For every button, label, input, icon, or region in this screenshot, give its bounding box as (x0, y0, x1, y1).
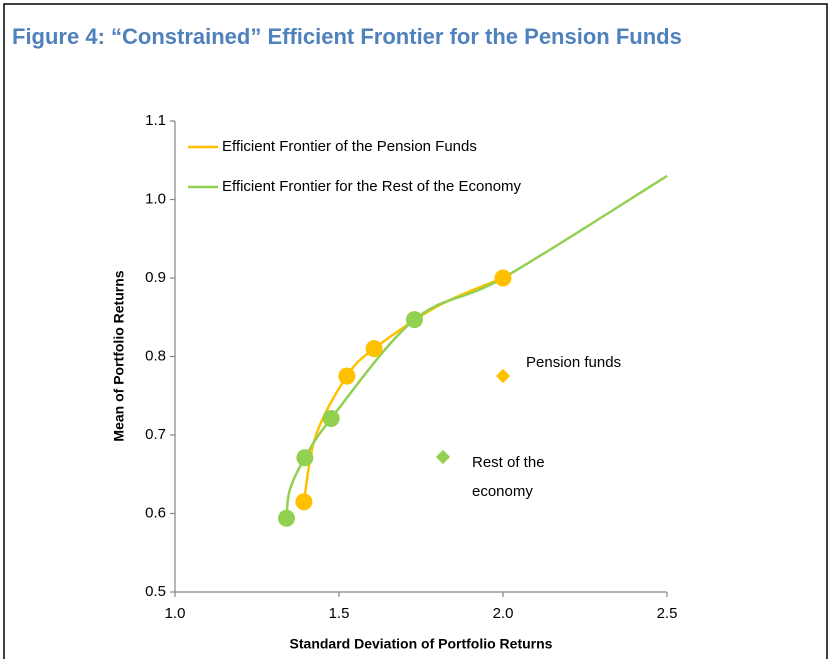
chart-title: Figure 4: “Constrained” Efficient Fronti… (12, 24, 682, 49)
x-tick-label: 1.5 (329, 605, 350, 622)
marker (405, 311, 423, 329)
legend-label: Efficient Frontier for the Rest of the E… (222, 178, 522, 195)
legend-label: Rest of the economy (472, 454, 545, 500)
y-tick-label: 0.5 (145, 583, 166, 600)
y-tick-label: 1.1 (145, 112, 166, 129)
y-tick-label: 0.6 (145, 504, 166, 521)
legend-swatch (495, 368, 511, 384)
x-tick-label: 2.5 (657, 605, 678, 622)
x-axis-title: Standard Deviation of Portfolio Returns (290, 636, 553, 652)
marker (296, 449, 314, 467)
x-tick-label: 2.0 (493, 605, 514, 622)
marker (338, 367, 356, 385)
y-axis-title: Mean of Portfolio Returns (111, 270, 127, 441)
legend-label: Efficient Frontier of the Pension Funds (222, 138, 477, 155)
y-tick-label: 1.0 (145, 190, 166, 207)
y-tick-label: 0.7 (145, 426, 166, 443)
marker (278, 509, 296, 527)
frontier-line (285, 174, 668, 519)
y-tick-label: 0.9 (145, 269, 166, 286)
legend-label: Pension funds (526, 354, 621, 371)
marker (322, 410, 340, 428)
marker (295, 493, 313, 511)
x-tick-label: 1.0 (165, 605, 186, 622)
marker (494, 269, 512, 287)
y-tick-label: 0.8 (145, 347, 166, 364)
legend-swatch (435, 449, 451, 465)
marker (365, 340, 383, 358)
frame (3, 3, 828, 659)
